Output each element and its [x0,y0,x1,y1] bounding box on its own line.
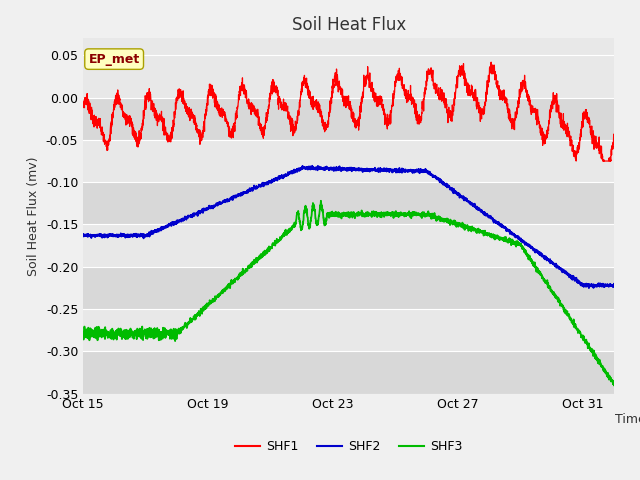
Bar [83,97,614,140]
Bar [83,267,614,309]
Bar [83,140,614,182]
Bar [83,225,614,267]
Bar [83,55,614,97]
Bar [83,351,614,394]
Title: Soil Heat Flux: Soil Heat Flux [292,16,406,34]
Bar [83,309,614,351]
Legend: SHF1, SHF2, SHF3: SHF1, SHF2, SHF3 [230,435,468,458]
Y-axis label: Soil Heat Flux (mv): Soil Heat Flux (mv) [28,156,40,276]
Text: EP_met: EP_met [88,53,140,66]
X-axis label: Time: Time [615,413,640,426]
Bar [83,182,614,225]
